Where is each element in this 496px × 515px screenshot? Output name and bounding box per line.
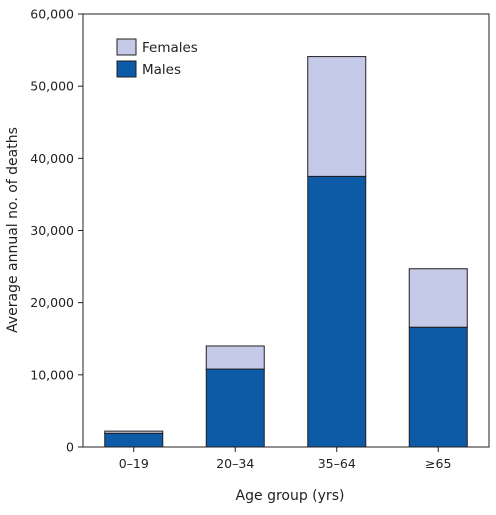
bar-females-0 — [104, 430, 164, 434]
bar-males-0 — [104, 432, 164, 448]
y-tick-label: 60,000 — [30, 7, 74, 22]
bar-males-2 — [307, 175, 367, 448]
bar-males-1 — [205, 368, 265, 448]
y-tick-label: 40,000 — [30, 151, 74, 166]
legend-label-females: Females — [142, 40, 198, 56]
y-tick-label: 50,000 — [30, 79, 74, 94]
x-tick-label: 0–19 — [119, 456, 149, 471]
bar-females-2 — [307, 56, 367, 177]
y-tick-label: 0 — [66, 440, 74, 455]
y-axis: 0 10,000 20,000 30,000 40,000 50,000 60,000 — [30, 7, 83, 455]
legend-swatch-males — [116, 60, 137, 78]
legend: Females Males — [116, 38, 198, 78]
x-tick-label: ≥65 — [425, 456, 451, 471]
bar-males-3 — [408, 326, 468, 448]
y-tick-label: 20,000 — [30, 295, 74, 310]
legend-swatch-females — [116, 38, 137, 56]
x-tick-label: 20–34 — [216, 456, 254, 471]
x-axis-title: Age group (yrs) — [236, 488, 345, 504]
x-tick-label: 35–64 — [318, 456, 356, 471]
bar-females-1 — [205, 345, 265, 370]
y-axis-title: Average annual no. of deaths — [5, 127, 21, 333]
bar-females-3 — [408, 268, 468, 328]
bars — [104, 56, 468, 448]
x-axis: 0–19 20–34 35–64 ≥65 — [119, 447, 451, 471]
legend-label-males: Males — [142, 62, 181, 78]
y-tick-label: 10,000 — [30, 367, 74, 382]
y-tick-label: 30,000 — [30, 223, 74, 238]
